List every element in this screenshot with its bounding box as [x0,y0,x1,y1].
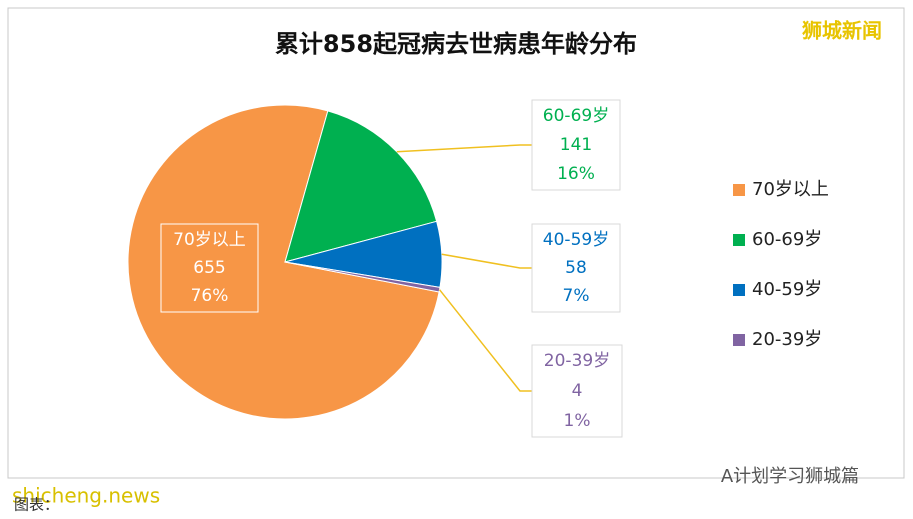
legend-label: 70岁以上 [752,179,829,200]
slice-category: 40-59岁 [543,230,609,250]
watermark: A计划学习狮城篇 [721,466,859,487]
leader-line [396,144,532,153]
slice-category: 60-69岁 [543,106,609,126]
caption: 图表： [14,496,59,514]
slice-value: 655 [193,258,225,278]
legend-label: 60-69岁 [752,229,822,250]
watermark: 狮城新闻 [802,19,882,43]
label-box [531,223,621,313]
label-box [531,344,623,438]
slice-value: 4 [572,381,583,401]
slice-percent: 7% [563,286,590,306]
legend-swatch [733,334,745,346]
label-box [160,223,259,313]
slice-value: 58 [565,258,587,278]
legend-label: 20-39岁 [752,329,822,350]
pie-slice [284,261,441,293]
slice-category: 70岁以上 [173,230,246,250]
legend-swatch [733,234,745,246]
legend-swatch [733,284,745,296]
chart-title: 累计858起冠病去世病患年龄分布 [275,30,637,58]
label-box [531,99,621,191]
slice-percent: 76% [191,286,229,306]
leader-line [441,253,532,269]
pie-slice [127,104,440,420]
slice-percent: 1% [564,411,591,431]
leader-line [438,289,532,392]
pie-slice [284,110,438,263]
slice-category: 20-39岁 [544,351,610,371]
slice-value: 141 [560,135,592,155]
legend-swatch [733,184,745,196]
legend-label: 40-59岁 [752,279,822,300]
slice-percent: 16% [557,164,595,184]
watermark: shicheng.news [12,484,160,508]
